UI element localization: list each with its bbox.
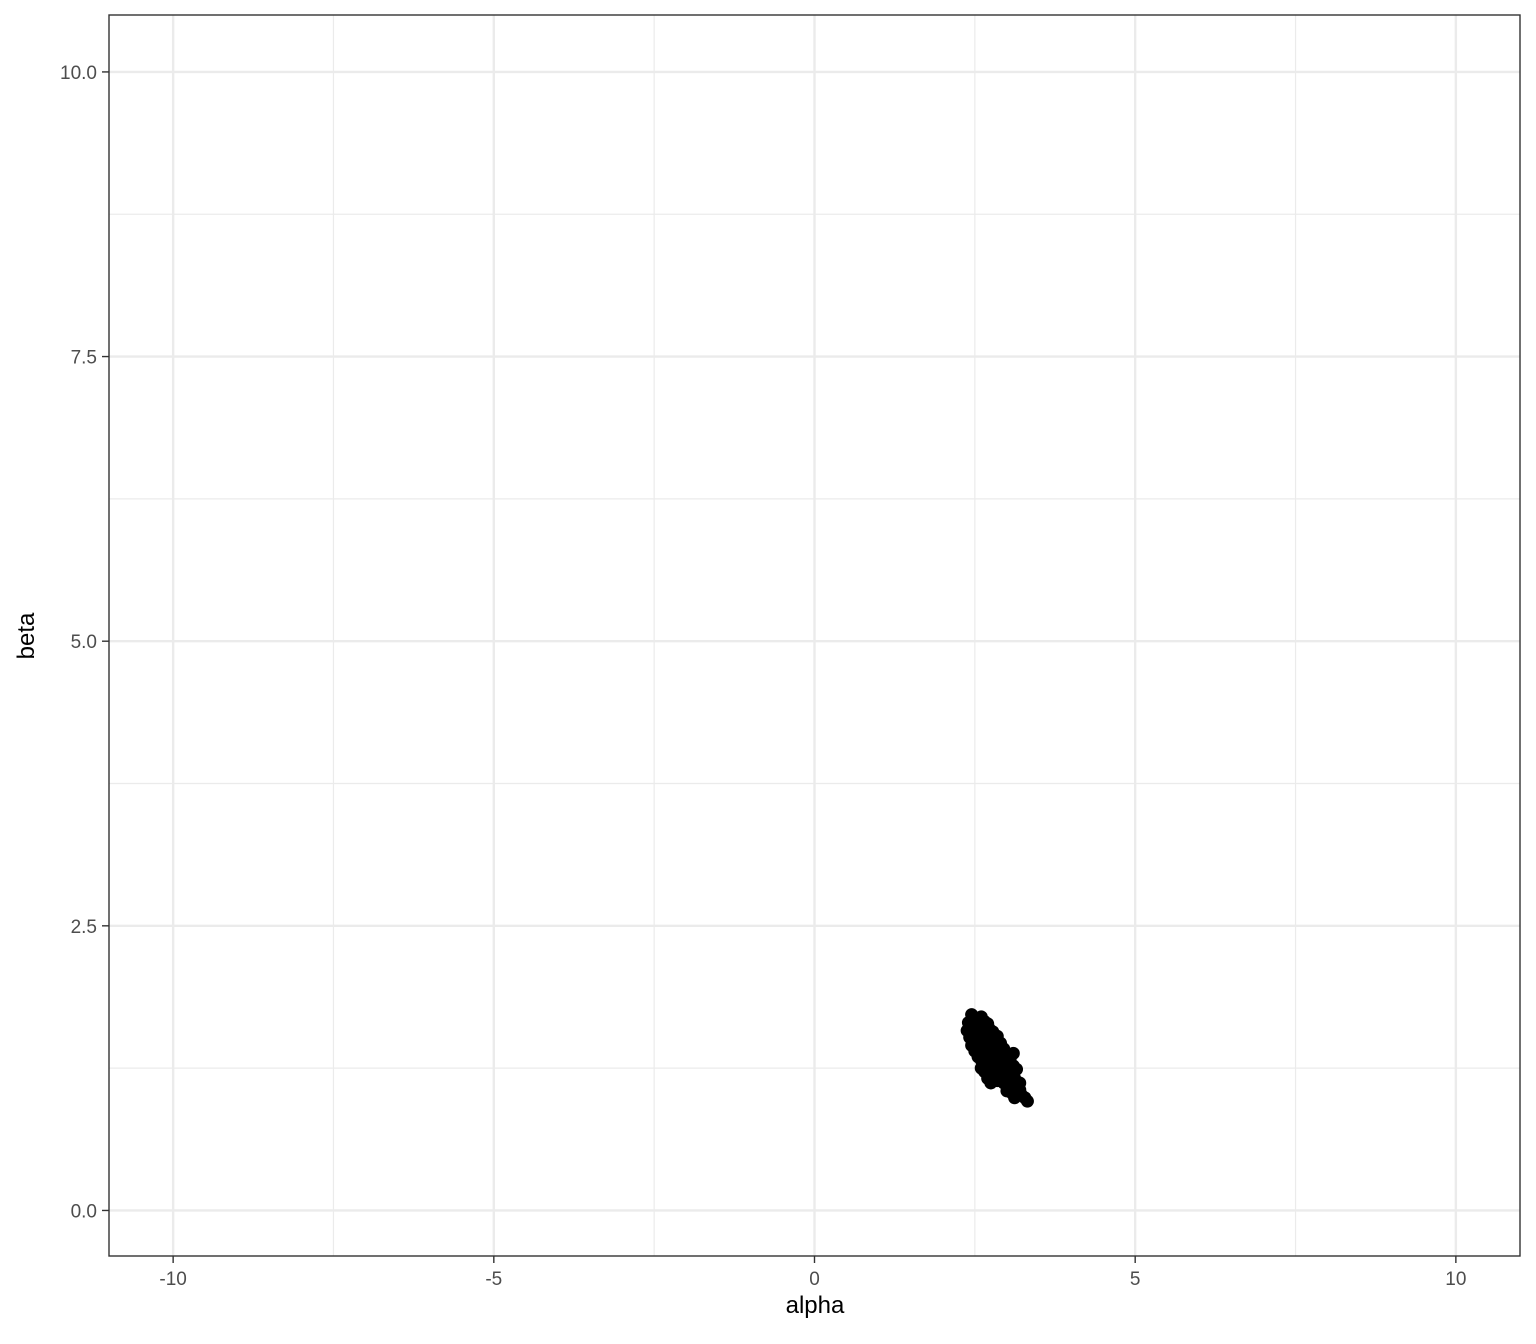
data-point [992, 1065, 1006, 1079]
x-tick-label: 5 [1130, 1269, 1141, 1290]
y-axis: 0.0 2.5 5.0 7.5 10.0 [60, 63, 109, 1222]
data-point [1001, 1057, 1015, 1071]
data-point [1006, 1046, 1020, 1060]
x-tick-label: -5 [485, 1269, 502, 1290]
x-axis-title: alpha [786, 1292, 845, 1319]
data-point [995, 1046, 1009, 1060]
y-tick-label: 2.5 [71, 917, 97, 938]
data-point [1013, 1083, 1027, 1097]
y-tick-label: 7.5 [71, 348, 97, 369]
major-gridlines [109, 15, 1520, 1256]
y-tick-label: 5.0 [71, 632, 97, 653]
data-point [979, 1033, 993, 1047]
data-point [1020, 1094, 1034, 1108]
x-tick-label: 0 [809, 1269, 820, 1290]
x-tick-label: 10 [1445, 1269, 1466, 1290]
y-tick-label: 0.0 [71, 1201, 97, 1222]
data-point [979, 1044, 993, 1058]
x-tick-label: -10 [159, 1269, 186, 1290]
data-point [976, 1057, 990, 1071]
y-tick-label: 10.0 [60, 63, 97, 84]
data-points [960, 1008, 1034, 1108]
y-axis-title: beta [13, 612, 40, 659]
x-axis: -10 -5 0 5 10 [159, 1256, 1466, 1290]
data-point [970, 1022, 984, 1036]
data-point [1008, 1071, 1022, 1085]
